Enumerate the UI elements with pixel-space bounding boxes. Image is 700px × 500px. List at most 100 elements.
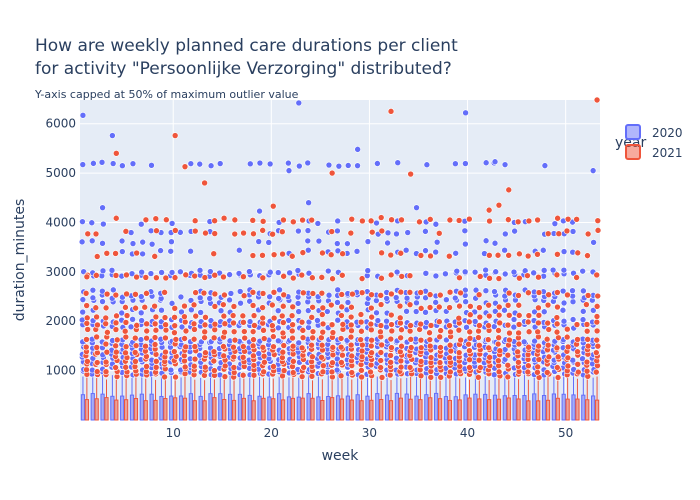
outlier-point-2020[interactable] xyxy=(118,237,126,245)
outlier-point-2021[interactable] xyxy=(416,326,423,333)
outlier-point-2021[interactable] xyxy=(485,312,493,320)
legend-item-2020[interactable]: 2020 xyxy=(625,124,683,140)
outlier-point-2021[interactable] xyxy=(358,275,366,282)
outlier-point-2021[interactable] xyxy=(396,302,404,310)
outlier-point-2021[interactable] xyxy=(319,304,327,312)
outlier-point-2021[interactable] xyxy=(93,368,101,375)
outlier-point-2020[interactable] xyxy=(99,267,107,275)
outlier-point-2021[interactable] xyxy=(133,322,140,329)
outlier-point-2020[interactable] xyxy=(256,159,264,167)
outlier-point-2021[interactable] xyxy=(298,344,306,352)
outlier-point-2021[interactable] xyxy=(416,218,423,226)
outlier-point-2021[interactable] xyxy=(278,312,286,320)
outlier-point-2020[interactable] xyxy=(510,323,518,331)
outlier-point-2021[interactable] xyxy=(484,336,492,343)
outlier-point-2020[interactable] xyxy=(403,294,411,302)
outlier-point-2020[interactable] xyxy=(451,294,459,302)
box-2021[interactable] xyxy=(398,397,403,421)
outlier-point-2020[interactable] xyxy=(502,230,509,238)
outlier-point-2021[interactable] xyxy=(486,252,493,259)
box-2020[interactable] xyxy=(434,392,439,421)
outlier-point-2021[interactable] xyxy=(230,328,238,335)
outlier-point-2020[interactable] xyxy=(491,239,499,247)
outlier-point-2020[interactable] xyxy=(453,267,461,275)
outlier-point-2021[interactable] xyxy=(535,304,542,312)
outlier-point-2020[interactable] xyxy=(580,287,587,295)
outlier-point-2021[interactable] xyxy=(319,249,326,257)
box-2021[interactable] xyxy=(575,398,580,421)
outlier-point-2020[interactable] xyxy=(138,268,145,276)
outlier-point-2021[interactable] xyxy=(211,326,219,333)
outlier-point-2021[interactable] xyxy=(161,289,168,296)
outlier-point-2021[interactable] xyxy=(358,289,366,296)
outlier-point-2021[interactable] xyxy=(475,291,483,299)
outlier-point-2021[interactable] xyxy=(102,314,110,322)
outlier-point-2021[interactable] xyxy=(525,343,532,351)
outlier-point-2021[interactable] xyxy=(554,364,561,371)
outlier-point-2021[interactable] xyxy=(328,368,336,376)
outlier-point-2021[interactable] xyxy=(309,290,317,297)
outlier-point-2021[interactable] xyxy=(329,344,337,351)
box-2020[interactable] xyxy=(120,395,125,421)
outlier-point-2021[interactable] xyxy=(447,328,454,336)
outlier-point-2020[interactable] xyxy=(569,228,577,235)
outlier-point-2020[interactable] xyxy=(147,270,155,277)
outlier-point-2021[interactable] xyxy=(494,251,502,259)
outlier-point-2021[interactable] xyxy=(328,169,336,177)
outlier-point-2021[interactable] xyxy=(231,336,239,344)
box-2020[interactable] xyxy=(541,395,547,421)
outlier-point-2021[interactable] xyxy=(308,341,315,349)
outlier-point-2021[interactable] xyxy=(269,301,276,309)
outlier-point-2021[interactable] xyxy=(142,274,150,281)
box-2020[interactable] xyxy=(286,396,292,421)
outlier-point-2021[interactable] xyxy=(407,336,415,343)
outlier-point-2021[interactable] xyxy=(564,215,572,223)
outlier-point-2020[interactable] xyxy=(373,309,380,317)
outlier-point-2020[interactable] xyxy=(443,296,450,304)
outlier-point-2021[interactable] xyxy=(298,373,306,380)
outlier-point-2021[interactable] xyxy=(151,320,159,328)
outlier-point-2020[interactable] xyxy=(472,286,480,294)
outlier-point-2021[interactable] xyxy=(593,313,601,320)
outlier-point-2020[interactable] xyxy=(461,268,469,276)
box-2020[interactable] xyxy=(345,395,350,421)
box-2020[interactable] xyxy=(139,393,144,421)
outlier-point-2021[interactable] xyxy=(269,202,277,210)
outlier-point-2021[interactable] xyxy=(554,303,561,311)
outlier-point-2021[interactable] xyxy=(338,312,345,319)
outlier-point-2021[interactable] xyxy=(435,303,443,311)
outlier-point-2021[interactable] xyxy=(426,216,434,223)
outlier-point-2021[interactable] xyxy=(388,327,396,335)
outlier-point-2021[interactable] xyxy=(142,216,150,224)
outlier-point-2021[interactable] xyxy=(573,321,581,328)
outlier-point-2021[interactable] xyxy=(348,215,356,223)
outlier-point-2021[interactable] xyxy=(397,334,404,342)
outlier-point-2021[interactable] xyxy=(427,368,435,375)
outlier-point-2021[interactable] xyxy=(250,352,257,360)
outlier-point-2021[interactable] xyxy=(553,328,561,336)
outlier-point-2021[interactable] xyxy=(554,353,562,361)
outlier-point-2021[interactable] xyxy=(534,250,541,258)
box-2020[interactable] xyxy=(208,393,213,421)
outlier-point-2021[interactable] xyxy=(406,301,414,308)
outlier-point-2021[interactable] xyxy=(152,326,160,334)
outlier-point-2020[interactable] xyxy=(511,227,518,235)
outlier-point-2020[interactable] xyxy=(79,296,87,303)
outlier-point-2021[interactable] xyxy=(103,348,111,356)
outlier-point-2021[interactable] xyxy=(515,301,523,309)
outlier-point-2021[interactable] xyxy=(476,322,483,329)
outlier-point-2020[interactable] xyxy=(168,238,175,246)
outlier-point-2020[interactable] xyxy=(334,247,342,255)
outlier-point-2021[interactable] xyxy=(171,274,179,281)
box-2020[interactable] xyxy=(483,393,488,421)
box-2020[interactable] xyxy=(355,394,360,421)
outlier-point-2021[interactable] xyxy=(171,132,179,139)
outlier-point-2020[interactable] xyxy=(256,207,263,215)
outlier-point-2021[interactable] xyxy=(249,342,257,350)
box-2021[interactable] xyxy=(388,400,394,421)
outlier-point-2020[interactable] xyxy=(167,247,174,255)
outlier-point-2021[interactable] xyxy=(279,348,287,356)
outlier-point-2021[interactable] xyxy=(377,292,385,299)
outlier-point-2021[interactable] xyxy=(553,314,561,321)
outlier-point-2021[interactable] xyxy=(534,328,541,336)
